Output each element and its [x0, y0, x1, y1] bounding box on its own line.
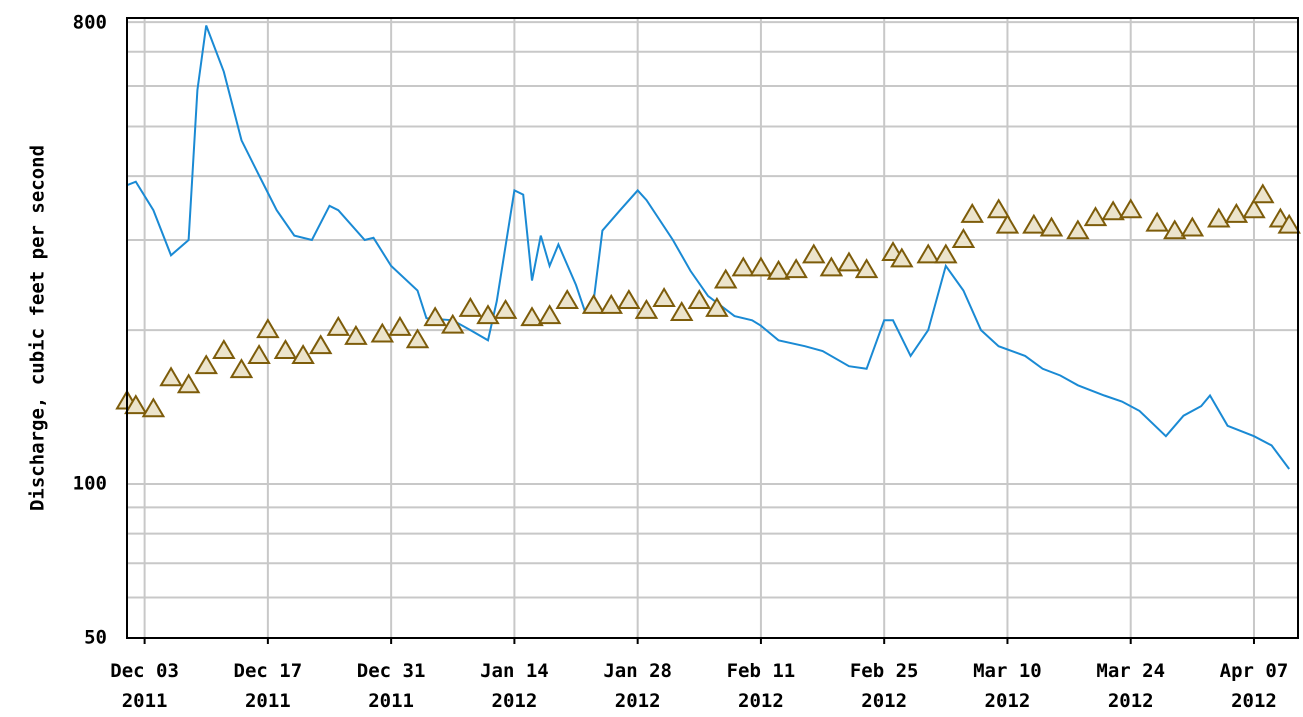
marker: [890, 247, 914, 268]
marker: [388, 315, 412, 336]
x-tick-label: Dec 03 2011: [110, 660, 179, 712]
marker: [766, 259, 791, 280]
marker: [273, 339, 298, 360]
marker: [581, 293, 606, 314]
marker: [652, 287, 676, 308]
marker: [713, 268, 738, 289]
y-tick-label: 800: [73, 12, 107, 34]
x-tick-label: Mar 24 2012: [1096, 660, 1166, 712]
marker: [247, 343, 271, 364]
marker: [599, 293, 623, 314]
marker: [405, 328, 430, 349]
marker: [1251, 183, 1275, 204]
marker: [749, 256, 773, 277]
marker: [986, 198, 1011, 219]
marker: [819, 256, 844, 277]
marker: [326, 315, 351, 336]
marker: [194, 354, 218, 375]
marker: [1207, 207, 1231, 228]
x-tick-label: Apr 07 2012: [1219, 660, 1289, 712]
marker: [731, 256, 756, 277]
marker: [476, 304, 500, 325]
marker: [291, 343, 315, 364]
marker: [458, 296, 483, 317]
marker: [176, 373, 201, 394]
marker: [837, 251, 861, 272]
marker: [634, 298, 659, 319]
marker: [1083, 206, 1108, 227]
marker: [1180, 216, 1205, 237]
marker: [537, 304, 562, 325]
marker: [344, 324, 368, 345]
x-tick-label: Feb 11 2012: [726, 660, 796, 712]
marker: [1242, 198, 1266, 219]
marker: [520, 306, 544, 327]
marker: [141, 397, 166, 418]
x-tick-label: Dec 17 2011: [233, 660, 303, 712]
marker: [1118, 198, 1143, 219]
marker: [1101, 200, 1125, 221]
x-tick-label: Dec 31 2011: [356, 660, 426, 712]
marker: [1022, 213, 1046, 234]
marker: [493, 298, 518, 319]
x-tick-label: Jan 14 2012: [480, 660, 549, 712]
marker: [555, 288, 579, 309]
marker: [256, 318, 280, 339]
marker: [802, 243, 826, 264]
marker: [1277, 213, 1301, 234]
marker: [960, 202, 984, 223]
marker: [308, 334, 333, 355]
marker: [1039, 216, 1064, 237]
marker: [669, 300, 694, 321]
marker: [212, 339, 236, 360]
marker: [854, 258, 879, 279]
y-tick-label: 100: [73, 473, 107, 495]
x-tick-label: Mar 10 2012: [973, 660, 1042, 712]
data-line: [126, 25, 1291, 470]
marker: [370, 322, 395, 343]
marker: [1162, 219, 1187, 240]
marker: [423, 306, 447, 327]
marker: [951, 228, 976, 248]
marker: [705, 296, 729, 317]
marker: [1224, 202, 1249, 223]
marker: [159, 366, 183, 387]
marker: [617, 288, 641, 309]
marker: [916, 243, 940, 264]
marker: [687, 288, 712, 309]
marker: [784, 258, 808, 279]
marker: [229, 358, 254, 379]
marker: [995, 213, 1020, 234]
marker: [124, 394, 148, 415]
marker: [1066, 219, 1090, 240]
x-tick-label: Jan 28 2012: [603, 660, 672, 712]
x-tick-label: Feb 25 2012: [849, 660, 919, 712]
plot-border: [126, 17, 1299, 639]
plot-background: [127, 18, 1298, 638]
marker: [1145, 211, 1169, 232]
marker: [934, 243, 958, 264]
y-axis-label: Discharge, cubic feet per second: [27, 145, 49, 511]
marker: [441, 313, 465, 334]
y-tick-label: 50: [84, 627, 107, 649]
